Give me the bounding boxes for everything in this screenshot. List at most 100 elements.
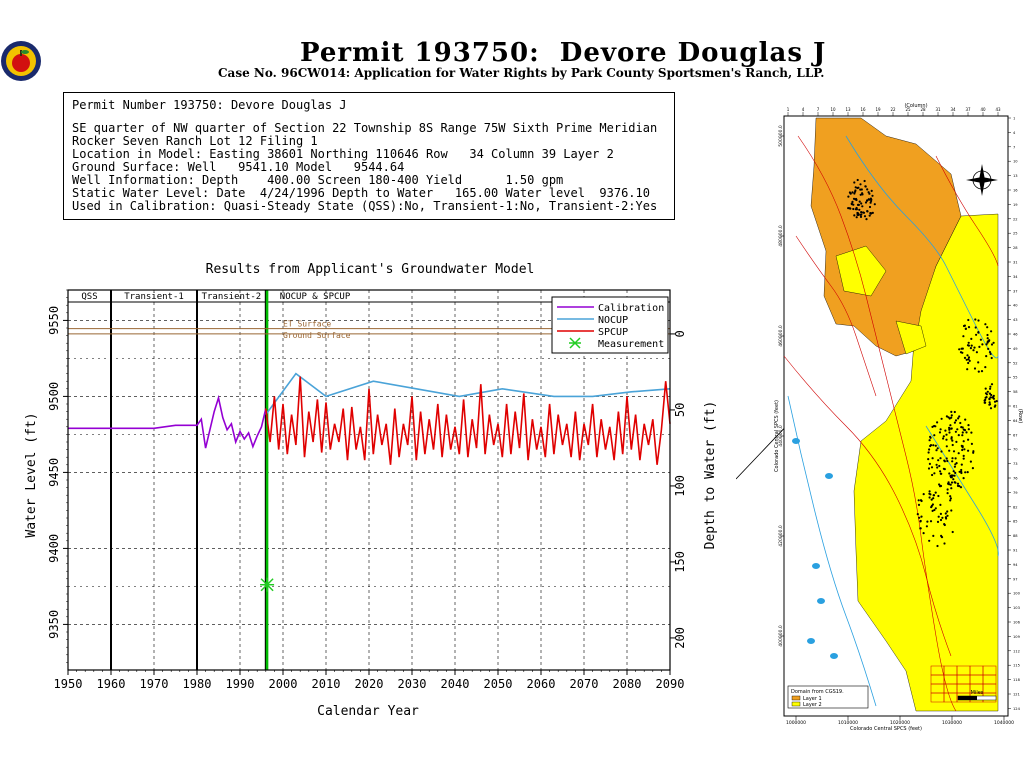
page-subtitle: Case No. 96CW014: Application for Water … <box>218 66 825 80</box>
map-road-line <box>797 135 957 712</box>
well-marker <box>964 471 967 474</box>
well-marker <box>920 515 923 518</box>
well-marker <box>950 427 953 430</box>
well-marker <box>985 393 988 396</box>
well-marker <box>942 467 945 470</box>
chart-series <box>68 372 671 592</box>
well-marker <box>933 424 936 428</box>
well-marker <box>961 448 964 452</box>
well-marker <box>943 459 946 462</box>
well-marker <box>965 431 968 434</box>
info-static-water-level: Static Water Level: Date 4/24/1996 Depth… <box>72 186 650 200</box>
x-tick-label: 1970 <box>140 677 169 691</box>
well-marker <box>927 458 930 461</box>
well-marker <box>942 435 945 438</box>
map-row-tick-label: 43 <box>1013 318 1018 322</box>
layer1-area <box>810 117 962 357</box>
map-lake <box>830 653 838 659</box>
well-marker <box>948 428 951 431</box>
map-row-tick-label: 97 <box>1013 577 1018 581</box>
well-marker <box>957 434 960 437</box>
map-row-tick-label: 10 <box>1013 160 1018 164</box>
well-marker <box>946 514 949 517</box>
well-marker <box>932 534 935 537</box>
well-marker <box>954 457 957 460</box>
well-marker <box>945 415 948 418</box>
y2-tick-label: 0 <box>673 330 687 337</box>
well-marker <box>948 449 951 452</box>
well-marker <box>960 463 963 466</box>
map-row-tick-label: 22 <box>1013 217 1018 221</box>
well-marker <box>970 431 973 434</box>
y-tick-label: 9450 <box>47 458 61 487</box>
well-marker <box>918 516 921 519</box>
map-right-label: (Row) <box>1017 409 1023 423</box>
well-marker <box>928 448 931 451</box>
map-row-tick-label: 55 <box>1013 376 1018 380</box>
map-row-tick-label: 16 <box>1013 189 1018 193</box>
x-tick-label: 2090 <box>656 677 685 691</box>
well-marker <box>848 207 851 210</box>
map-top-label: (Column) <box>904 103 927 109</box>
well-marker <box>967 344 970 347</box>
well-marker <box>862 211 865 214</box>
map-x-tick-label: 1000000 <box>786 720 806 726</box>
well-marker <box>975 351 978 354</box>
well-marker <box>949 499 952 502</box>
series-spcup <box>265 376 671 465</box>
well-marker <box>940 536 944 539</box>
map-row-tick-label: 124 <box>1013 707 1021 711</box>
map-road-line <box>783 355 952 657</box>
well-marker <box>958 470 961 473</box>
well-marker <box>974 318 977 321</box>
x-tick-label: 1950 <box>54 677 83 691</box>
well-marker <box>972 450 975 453</box>
well-marker <box>929 493 932 496</box>
well-marker <box>863 215 867 218</box>
map-row-tick-label: 100 <box>1013 592 1021 596</box>
well-marker <box>930 466 934 469</box>
y2-tick-label: 100 <box>673 475 687 497</box>
well-marker <box>937 494 940 498</box>
well-marker <box>855 216 858 219</box>
well-marker <box>967 341 970 344</box>
well-marker <box>868 205 872 209</box>
map-row-tick-label: 49 <box>1013 347 1018 351</box>
chart-title: Results from Applicant's Groundwater Mod… <box>206 262 535 277</box>
well-marker <box>983 399 986 402</box>
well-marker <box>966 354 969 357</box>
map-row-tick-label: 19 <box>1013 203 1018 207</box>
legend-label: Measurement <box>598 339 664 350</box>
well-marker <box>931 425 934 428</box>
well-marker <box>939 457 942 460</box>
well-marker <box>946 510 949 513</box>
well-marker <box>970 442 973 445</box>
map-row-tick-label: 7 <box>1013 145 1015 149</box>
well-marker <box>861 205 864 208</box>
well-marker <box>956 428 959 431</box>
map-body: 500000.0 480000.0 460000.0 440000.0 420000.0… <box>736 107 1021 726</box>
map-legend-layer1: Layer 1 <box>803 696 822 702</box>
well-marker <box>849 192 852 195</box>
well-marker <box>980 370 984 373</box>
map-y-tick-label: 460000.0 <box>778 325 784 347</box>
well-marker <box>938 464 941 468</box>
well-marker <box>945 457 948 460</box>
well-marker <box>983 401 986 404</box>
layer2-inlier <box>895 320 927 355</box>
well-marker <box>952 450 956 453</box>
well-marker <box>950 487 953 490</box>
map-y-tick-label: 420000.0 <box>778 525 784 547</box>
map-row-tick-label: 25 <box>1013 232 1018 236</box>
map-lake <box>792 438 800 444</box>
well-marker <box>964 327 967 330</box>
well-marker <box>994 404 997 407</box>
info-permit-number: Permit Number 193750: Devore Douglas J <box>72 98 347 112</box>
well-marker <box>959 351 963 354</box>
map-y-tick-label: 400000.0 <box>778 625 784 647</box>
legend-marker <box>569 337 581 349</box>
x-tick-label: 2030 <box>398 677 427 691</box>
y-tick-label: 9400 <box>47 534 61 563</box>
model-domain-map: 500000.0 480000.0 460000.0 440000.0 420000.0… <box>736 103 1023 732</box>
well-marker <box>949 497 952 500</box>
